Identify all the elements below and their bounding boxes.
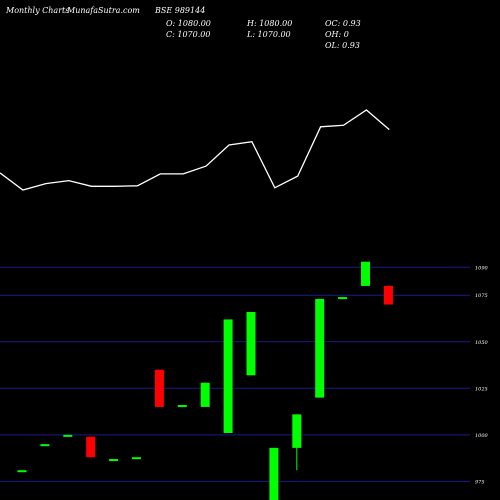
symbol-label: BSE 989144 [155,6,206,15]
candle-body [383,285,393,305]
site-label: MunafaSutra.com [67,6,140,15]
ol-value: OL: 0.93 [325,41,360,50]
open-value: O: 1080.00 [166,19,211,28]
brand-label: Monthly Charts [6,6,70,15]
high-value: H: 1080.00 [247,19,293,28]
oc-value: OC: 0.93 [325,19,361,28]
y-tick-label: 1000 [475,433,489,439]
candle-body [315,298,325,398]
candle-body [177,405,187,408]
candle-body [40,444,50,447]
candle-body [361,261,370,286]
y-tick-label: 1090 [475,265,489,271]
y-tick-label: 1025 [475,386,488,392]
candle-body [269,447,279,500]
candle-body [154,369,164,407]
y-tick-label: 1075 [475,293,488,299]
candles [17,261,393,500]
candle-body [132,457,141,460]
y-tick-label: 1050 [475,340,489,346]
candle-body [292,414,302,448]
candle-body [63,434,73,437]
y-tick-label: 975 [475,479,485,485]
oh-value: OH: 0 [325,30,349,39]
candle-body [223,319,233,433]
candle-body [200,382,210,407]
overlay-line [0,109,390,191]
grid-lines [0,266,470,482]
y-axis-ticks: 1090 1075 1050 1025 1000 975 [475,265,489,485]
candle-body [17,470,27,473]
candle-body [86,436,96,458]
close-value: C: 1070.00 [166,30,211,39]
candle-body [109,459,119,462]
candle-body [246,311,256,376]
low-value: L: 1070.00 [247,30,291,39]
overlay-line-group [0,109,390,191]
candle-body [338,297,348,300]
